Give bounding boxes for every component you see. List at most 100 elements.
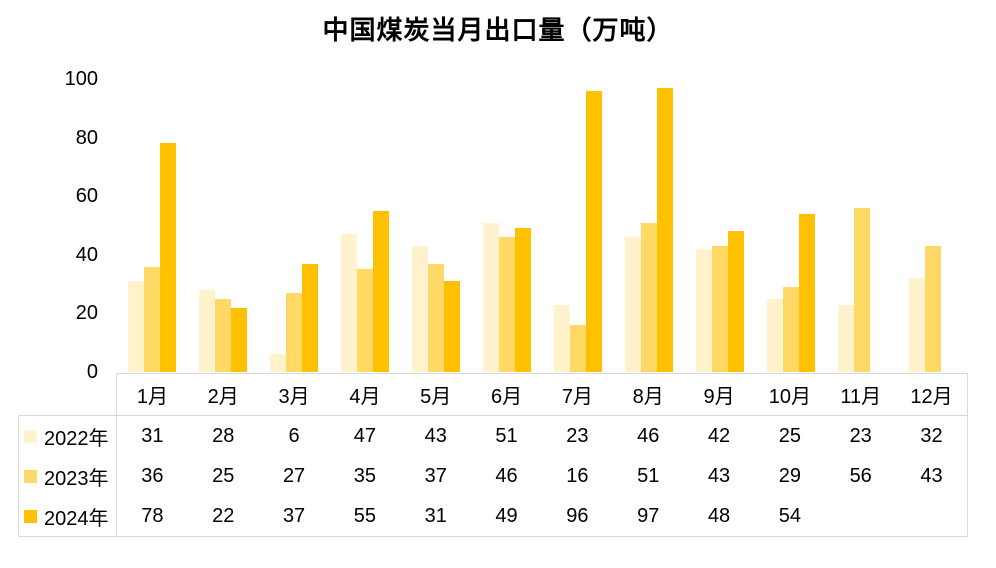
y-axis-label-80: 80: [75, 126, 98, 149]
bar-2022年-9月: [695, 248, 712, 372]
month-label-9月: 9月: [703, 386, 735, 408]
bar-2022年-11月: [837, 304, 854, 372]
bar-2024年-6月: [514, 228, 531, 372]
table-cell-2023年-3月: 27: [282, 464, 306, 487]
bar-2022年-10月: [766, 298, 783, 372]
table-cell-2022年-11月: 23: [849, 424, 872, 447]
table-cell-2024年-1月: 78: [141, 504, 164, 527]
bar-2024年-1月: [159, 143, 176, 372]
table-cell-2023年-10月: 29: [778, 464, 801, 487]
table-cell-2023年-8月: 51: [637, 464, 660, 487]
legend-row-2023年: 2023年: [19, 456, 116, 496]
bar-2023年-5月: [427, 263, 444, 372]
bar-2024年-3月: [301, 263, 318, 372]
month-label-1月: 1月: [136, 386, 168, 408]
bar-2024年-7月: [585, 90, 602, 372]
month-label-2月: 2月: [207, 386, 239, 408]
table-values: 31 28 6 47 43 51 23 46 42 25 23 32 36 25 27 35 37 46 16 51 4…: [117, 416, 967, 536]
legend-column: 2022年 2023年 2024年: [19, 416, 117, 536]
table-cell-2024年-6月: 49: [495, 504, 518, 527]
bar-2023年-7月: [569, 325, 586, 372]
table-cell-2024年-5月: 31: [424, 504, 447, 527]
y-axis-label-0: 0: [86, 361, 98, 383]
bar-2022年-2月: [198, 289, 215, 372]
month-label-5月: 5月: [420, 386, 452, 408]
bar-2022年-1月: [127, 281, 144, 372]
month-label-4月: 4月: [349, 386, 381, 408]
legend-label-2022年: 2022年: [44, 427, 109, 450]
y-axis-label-20: 20: [75, 302, 98, 325]
bar-2022年-5月: [411, 246, 428, 372]
table-cell-2022年-8月: 46: [637, 424, 660, 447]
table-cell-2022年-6月: 51: [495, 424, 518, 447]
bar-2022年-3月: [269, 354, 286, 372]
legend-label-2023年: 2023年: [44, 467, 109, 490]
table-cell-2024年-11月: [825, 496, 896, 536]
y-axis-label-40: 40: [75, 243, 98, 266]
table-cell-2023年-11月: 56: [849, 464, 872, 487]
data-table: 2022年 2023年 2024年 31 28 6 47 43 51 23 46 42 25 23 32 3…: [18, 415, 968, 537]
month-label-11月: 11月: [840, 386, 882, 408]
table-cell-2023年-12月: 43: [920, 464, 943, 487]
bar-2024年-10月: [798, 213, 815, 372]
table-cell-2024年-7月: 96: [566, 504, 589, 527]
bar-2023年-3月: [285, 292, 302, 372]
table-cell-2022年-2月: 28: [212, 424, 235, 447]
y-axis-label-100: 100: [64, 68, 98, 90]
legend-swatch-2022年: [24, 429, 37, 443]
table-cell-2024年-2月: 22: [212, 504, 235, 527]
table-cell-2024年-9月: 48: [707, 504, 731, 527]
table-cell-2023年-1月: 36: [141, 464, 164, 487]
bar-2024年-5月: [443, 281, 460, 372]
table-cell-2023年-5月: 37: [424, 464, 447, 487]
bar-2023年-8月: [640, 222, 657, 372]
bar-2024年-2月: [230, 307, 247, 372]
bar-2023年-12月: [924, 246, 941, 372]
bar-2023年-4月: [356, 269, 373, 372]
table-cell-2024年-3月: 37: [282, 504, 306, 527]
table-cell-2022年-5月: 43: [424, 424, 447, 447]
table-cell-2022年-3月: 6: [288, 424, 300, 447]
table-row-2023年: 36 25 27 35 37 46 16 51 43 29 56 43: [117, 456, 967, 496]
table-cell-2022年-10月: 25: [778, 424, 801, 447]
chart-title: 中国煤炭当月出口量（万吨）: [322, 15, 674, 45]
bar-2024年-8月: [656, 87, 673, 372]
legend-swatch-2024年: [24, 509, 37, 523]
table-cell-2022年-9月: 42: [707, 424, 731, 447]
table-cell-2023年-6月: 46: [495, 464, 518, 487]
bar-2023年-11月: [853, 207, 870, 372]
bar-2024年-9月: [727, 231, 744, 372]
table-row-2024年: 78 22 37 55 31 49 96 97 48 54: [117, 496, 967, 536]
month-label-10月: 10月: [768, 386, 811, 408]
table-cell-2023年-2月: 25: [212, 464, 235, 487]
legend-row-2024年: 2024年: [19, 496, 116, 536]
bar-2022年-7月: [553, 304, 570, 372]
bar-2022年-6月: [482, 222, 499, 372]
table-cell-2022年-12月: 32: [920, 424, 943, 447]
month-label-6月: 6月: [490, 386, 523, 408]
month-label-12月: 12月: [910, 386, 953, 408]
bar-2024年-4月: [372, 210, 389, 372]
bar-2023年-10月: [782, 287, 799, 372]
table-cell-2023年-7月: 16: [566, 464, 589, 487]
table-cell-2024年-4月: 55: [353, 504, 377, 527]
month-label-3月: 3月: [278, 386, 310, 408]
bar-2023年-9月: [711, 246, 728, 372]
legend-label-2024年: 2024年: [44, 507, 109, 530]
table-cell-2022年-4月: 47: [353, 424, 377, 447]
table-cell-2024年-10月: 54: [778, 504, 801, 527]
y-axis-label-60: 60: [75, 185, 98, 208]
legend-row-2022年: 2022年: [19, 416, 116, 456]
x-axis-month-row: 1月 2月 3月 4月 5月 6月 7月 8月 9月 10月 11月 12月: [116, 373, 968, 415]
table-row-2022年: 31 28 6 47 43 51 23 46 42 25 23 32: [117, 416, 967, 456]
table-cell-2024年-12月: [896, 496, 967, 536]
table-cell-2024年-8月: 97: [637, 504, 660, 527]
table-cell-2022年-1月: 31: [141, 424, 164, 447]
bar-2023年-2月: [214, 298, 231, 372]
bar-2023年-1月: [143, 266, 160, 372]
month-label-8月: 8月: [632, 386, 664, 408]
table-cell-2022年-7月: 23: [566, 424, 589, 447]
bar-2023年-6月: [498, 237, 515, 372]
month-label-7月: 7月: [561, 386, 593, 408]
